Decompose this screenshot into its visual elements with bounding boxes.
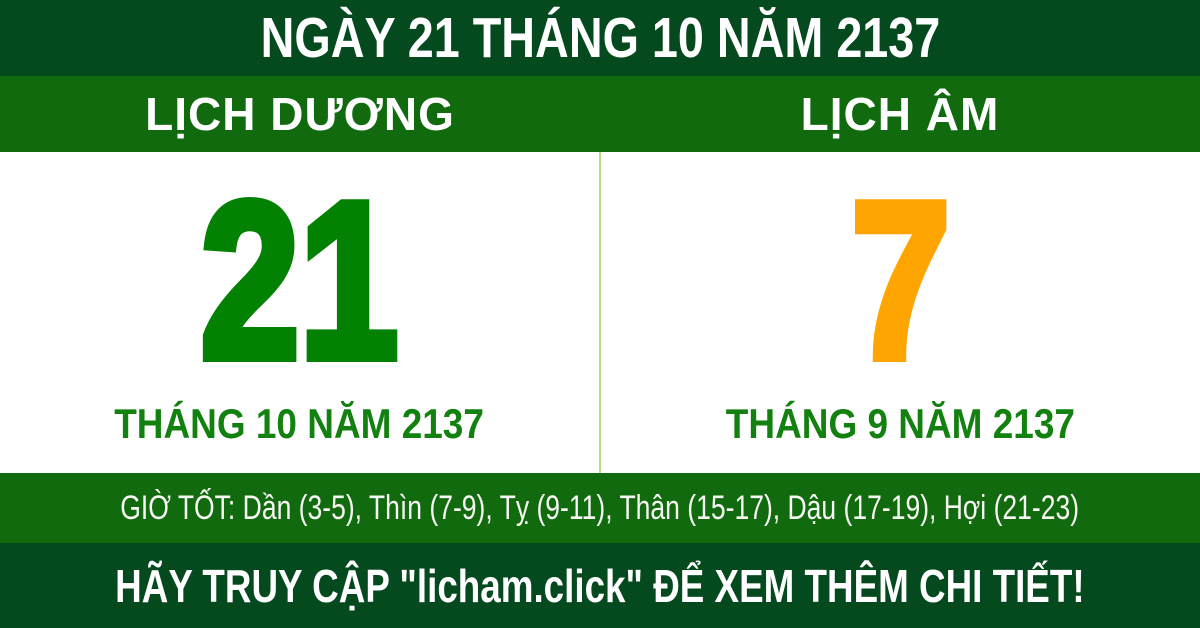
good-hours-bar: GIỜ TỐT: Dần (3-5), Thìn (7-9), Tỵ (9-11… xyxy=(0,473,1200,543)
date-title-bar: NGÀY 21 THÁNG 10 NĂM 2137 xyxy=(0,0,1200,76)
solar-day-number: 21 xyxy=(197,156,403,405)
footer-cta-text: HÃY TRUY CẬP "licham.click" ĐỂ XEM THÊM … xyxy=(115,559,1085,612)
lunar-day-number: 7 xyxy=(847,156,954,405)
solar-calendar-header: LỊCH DƯƠNG xyxy=(145,88,455,140)
footer-cta-bar: HÃY TRUY CẬP "licham.click" ĐỂ XEM THÊM … xyxy=(0,543,1200,628)
lunar-calendar-panel: 7 THÁNG 9 NĂM 2137 xyxy=(601,152,1200,473)
solar-month-year-label: THÁNG 10 NĂM 2137 xyxy=(114,400,485,447)
good-hours-text: GIỜ TỐT: Dần (3-5), Thìn (7-9), Tỵ (9-11… xyxy=(120,489,1080,527)
panel-divider xyxy=(599,152,601,473)
calendar-panels: 21 THÁNG 10 NĂM 2137 7 THÁNG 9 NĂM 2137 xyxy=(0,152,1200,473)
solar-calendar-panel: 21 THÁNG 10 NĂM 2137 xyxy=(0,152,599,473)
calendar-headers: LỊCH DƯƠNG LỊCH ÂM xyxy=(0,76,1200,152)
lunar-month-year-label: THÁNG 9 NĂM 2137 xyxy=(725,400,1076,447)
date-title: NGÀY 21 THÁNG 10 NĂM 2137 xyxy=(260,5,940,70)
lunar-calendar-header: LỊCH ÂM xyxy=(800,88,1000,140)
